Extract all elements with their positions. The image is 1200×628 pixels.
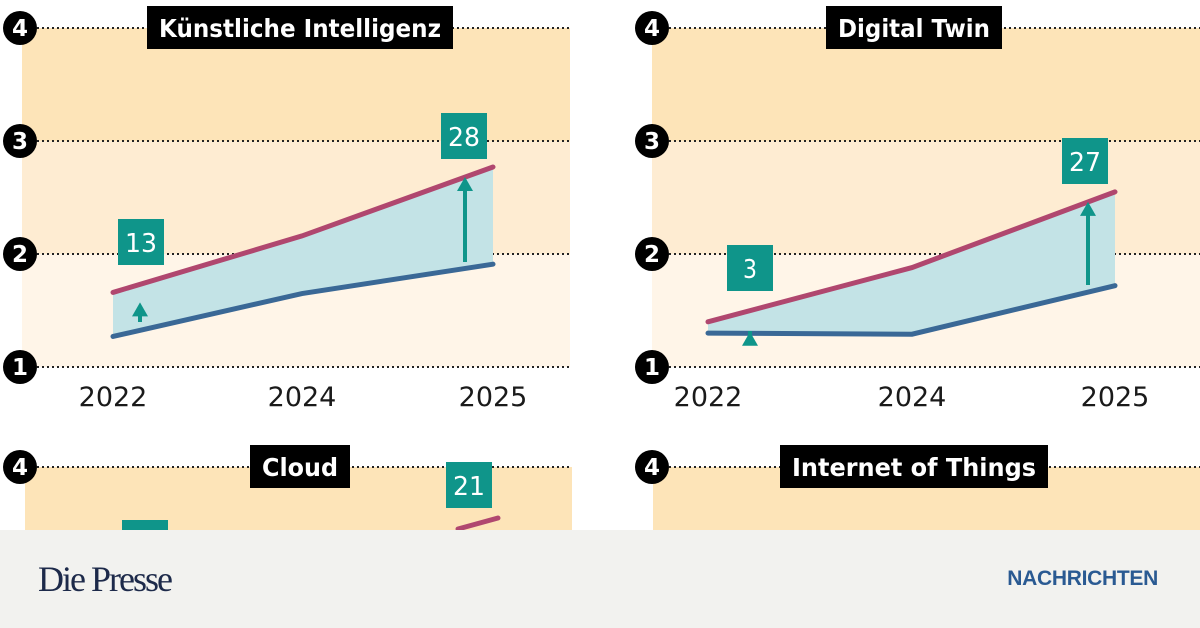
upper-series-line	[455, 515, 501, 532]
value-badge	[727, 245, 773, 291]
chart-panel: 1 2 3 4 2022 2024 2025 13 28 Künstliche Intellige…	[3, 6, 570, 413]
y-tick-label: 4	[12, 16, 28, 42]
band-2-3	[652, 141, 1200, 254]
gap-area	[113, 166, 493, 337]
chart-panel: 4 Internet of Things	[635, 445, 1200, 530]
value-badge	[441, 113, 487, 159]
value-badge-label: 3	[743, 255, 757, 285]
section-label[interactable]: NACHRICHTEN	[1007, 567, 1158, 590]
arrow-head-icon	[742, 331, 758, 346]
y-tick-circle	[3, 237, 37, 271]
y-tick-label: 3	[12, 129, 28, 155]
value-badge	[118, 219, 164, 265]
y-tick-label: 4	[12, 455, 28, 481]
y-tick-circle	[635, 11, 669, 45]
y-tick-circle	[3, 124, 37, 158]
value-badge	[122, 520, 168, 530]
y-tick-label: 3	[644, 129, 660, 155]
y-tick-circle	[3, 11, 37, 45]
y-tick-circle	[635, 124, 669, 158]
chart-title-box	[826, 6, 1002, 49]
value-badge	[446, 462, 492, 508]
value-badge-label: 21	[453, 472, 485, 502]
footer-bar: Die Presse NACHRICHTEN	[0, 530, 1200, 628]
arrow-head-icon	[132, 302, 148, 317]
y-tick-label: 4	[644, 16, 660, 42]
value-badge	[1062, 138, 1108, 184]
arrow-head-icon	[1080, 201, 1096, 216]
y-tick-label: 1	[12, 355, 28, 381]
chart-title-box	[780, 445, 1048, 488]
x-tick-label: 2025	[459, 382, 528, 413]
x-tick-label: 2025	[1081, 382, 1150, 413]
y-tick-label: 2	[12, 242, 28, 268]
chart-title: Internet of Things	[792, 453, 1036, 482]
chart-title-box	[147, 6, 453, 49]
die-presse-logo[interactable]: Die Presse	[38, 559, 173, 599]
arrow-head-icon	[457, 176, 473, 191]
chart-title-box	[250, 445, 350, 488]
value-badge-label: 27	[1069, 148, 1101, 178]
x-tick-label: 2024	[268, 382, 337, 413]
chart-title: Cloud	[262, 453, 338, 482]
y-tick-circle	[635, 350, 669, 384]
y-tick-circle	[635, 450, 669, 484]
x-tick-label: 2022	[674, 382, 743, 413]
x-tick-label: 2022	[79, 382, 148, 413]
y-tick-circle	[635, 237, 669, 271]
value-badge-label: 28	[448, 123, 480, 153]
gap-area	[708, 191, 1115, 335]
value-badge-label: 13	[125, 229, 157, 259]
chart-panel: 4 21 Cloud	[3, 445, 572, 532]
chart-title: Digital Twin	[838, 14, 990, 43]
chart-title: Künstliche Intelligenz	[159, 14, 441, 43]
chart-panel: 1 2 3 4 2022 2024 2025 3 27 Digital Twin	[635, 6, 1200, 413]
y-tick-circle	[3, 450, 37, 484]
y-tick-circle	[3, 350, 37, 384]
x-tick-label: 2024	[878, 382, 947, 413]
y-tick-label: 2	[644, 242, 660, 268]
y-tick-label: 1	[644, 355, 660, 381]
y-tick-label: 4	[644, 455, 660, 481]
